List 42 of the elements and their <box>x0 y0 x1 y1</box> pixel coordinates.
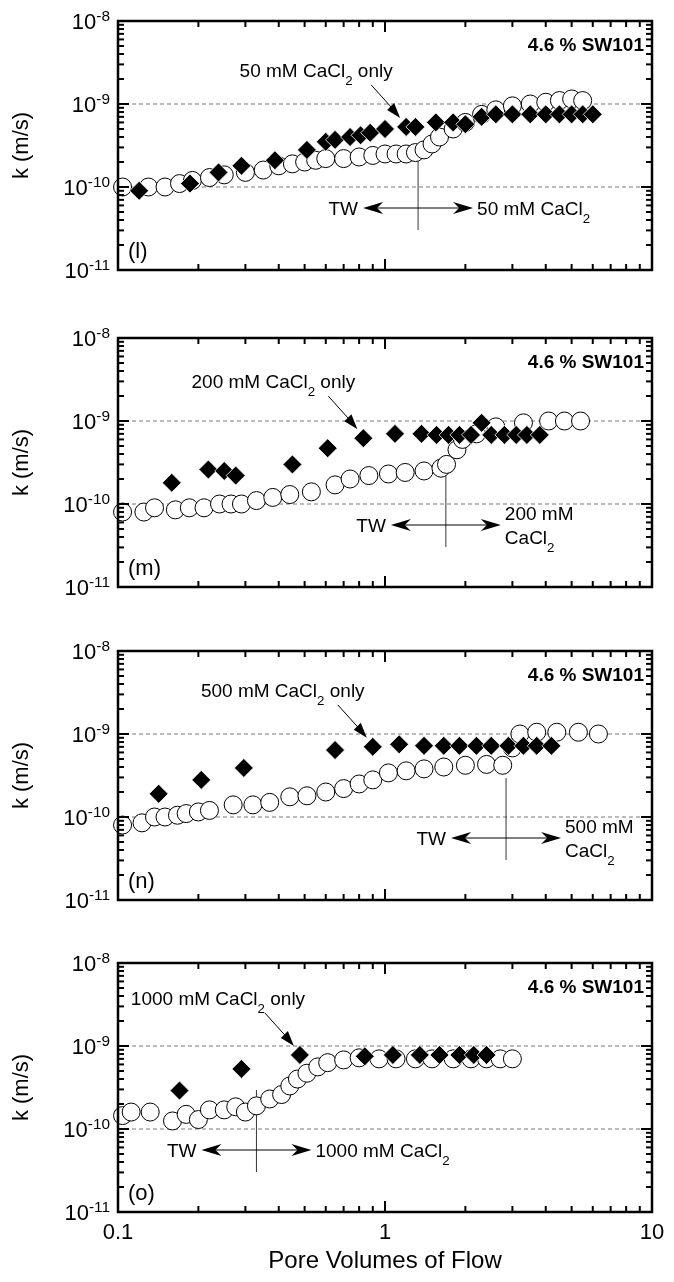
annotation: 1000 mM CaCl$_{2}$ <box>315 1140 450 1168</box>
y-axis-title: k (m/s) <box>8 428 33 497</box>
annotation: 200 mM CaCl$_{2}$ <box>504 503 574 555</box>
y-axis-title: k (m/s) <box>8 741 33 810</box>
y-axis-title: k (m/s) <box>8 111 33 180</box>
y-tick-label: 10$^{-10}$ <box>63 802 110 830</box>
annotation: 50 mM CaCl$_{2}$ <box>477 198 591 226</box>
y-tick-label: 10$^{-11}$ <box>64 255 110 283</box>
y-tick-label: 10$^{-10}$ <box>63 172 110 200</box>
annotation: TW <box>356 515 386 536</box>
annotation: (l) <box>128 238 148 263</box>
y-tick-label: 10$^{-8}$ <box>71 323 110 351</box>
annotation: TW <box>328 198 359 219</box>
annotation: TW <box>166 1140 197 1161</box>
x-tick-label: 1 <box>378 1219 392 1244</box>
y-tick-label: 10$^{-11}$ <box>64 885 110 913</box>
annotation: 500 mM CaCl$_{2}$ only <box>200 679 366 708</box>
y-tick-label: 10$^{-9}$ <box>71 89 110 117</box>
text: 4.6 % SW101 <box>527 664 645 685</box>
annotation: (o) <box>128 1180 155 1205</box>
annotation: TW <box>416 828 447 849</box>
annotation: (n) <box>128 868 155 893</box>
y-tick-label: 10$^{-8}$ <box>71 948 110 976</box>
y-tick-label: 10$^{-9}$ <box>71 719 110 747</box>
text: 4.6 % SW101 <box>527 34 645 55</box>
text: 4.6 % SW101 <box>527 351 645 372</box>
y-tick-label: 10$^{-9}$ <box>71 1031 110 1059</box>
y-tick-label: 10$^{-8}$ <box>71 636 110 664</box>
annotation: (m) <box>128 555 161 580</box>
annotation: 1000 mM CaCl$_{2}$ only <box>130 987 306 1016</box>
y-tick-label: 10$^{-9}$ <box>71 406 110 434</box>
y-tick-label: 10$^{-10}$ <box>63 489 110 517</box>
annotation: 200 mM CaCl$_{2}$ only <box>191 371 356 399</box>
x-axis-title: Pore Volumes of Flow <box>268 1246 503 1273</box>
y-tick-label: 10$^{-10}$ <box>63 1114 110 1142</box>
annotation: 50 mM CaCl$_{2}$ only <box>239 59 394 88</box>
x-tick-label: 10 <box>639 1219 665 1244</box>
y-axis-title: k (m/s) <box>8 1053 33 1122</box>
y-tick-label: 10$^{-8}$ <box>71 6 110 34</box>
text: 4.6 % SW101 <box>527 976 645 997</box>
annotation: 500 mM CaCl$_{2}$ <box>565 816 634 868</box>
y-tick-label: 10$^{-11}$ <box>64 572 110 600</box>
